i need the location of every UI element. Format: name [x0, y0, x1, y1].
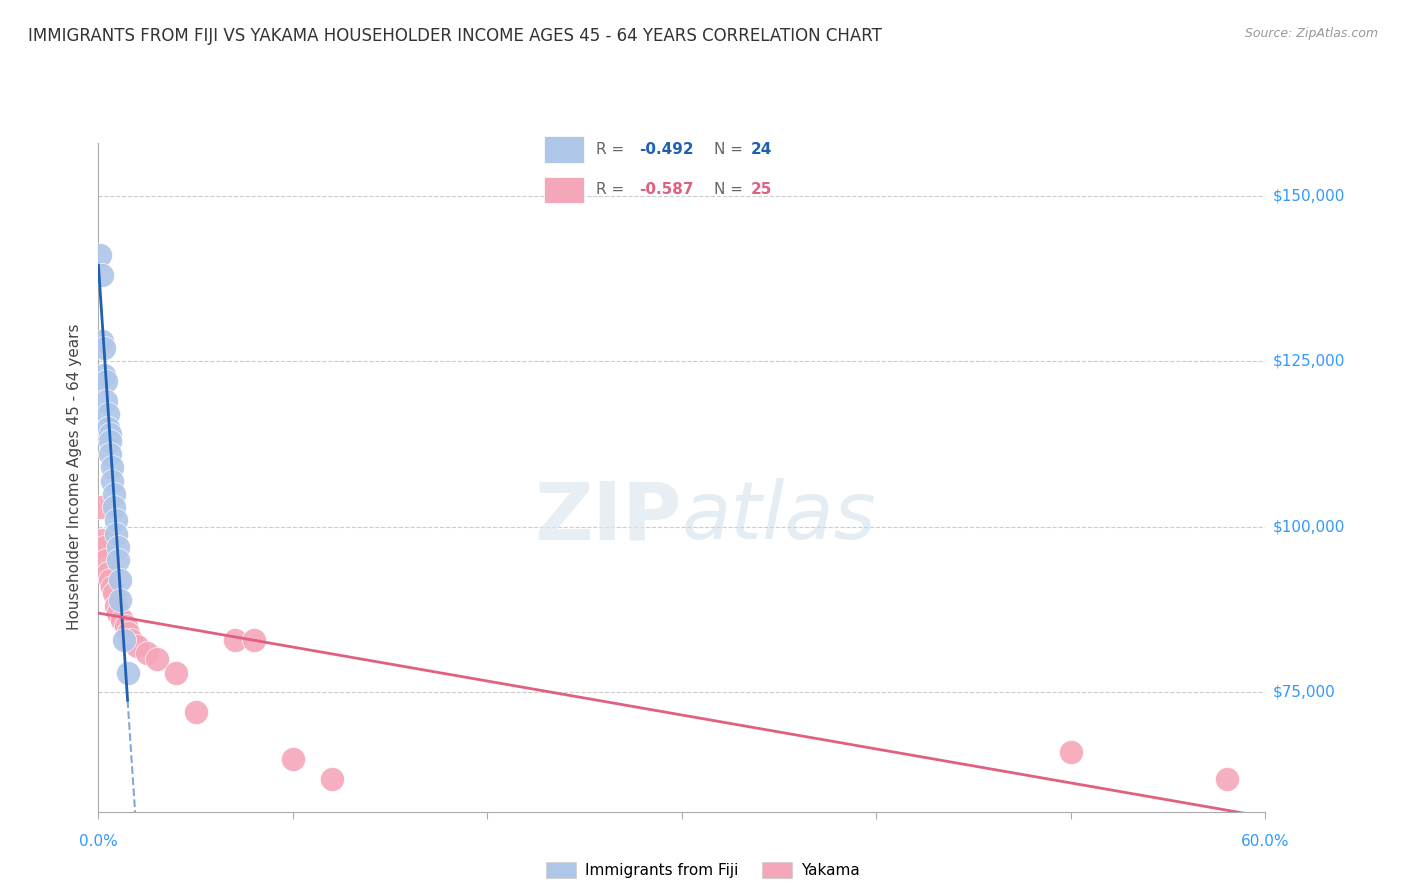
Point [108, 592, 131, 607]
Point [108, 573, 131, 587]
Point [224, 632, 246, 647]
Legend: Immigrants from Fiji, Yakama: Immigrants from Fiji, Yakama [540, 856, 866, 884]
Point [1060, 745, 1083, 759]
Text: N =: N = [714, 143, 748, 157]
Point [103, 586, 125, 600]
Point [184, 706, 207, 720]
Text: ZIP: ZIP [534, 478, 682, 557]
Point [96, 374, 118, 388]
Text: 25: 25 [751, 183, 772, 197]
Text: $150,000: $150,000 [1272, 188, 1344, 203]
Point [114, 619, 136, 633]
Point [103, 500, 125, 514]
Point [104, 526, 127, 541]
Text: -0.492: -0.492 [640, 143, 695, 157]
Point [107, 553, 129, 567]
Point [243, 632, 266, 647]
Point [104, 513, 127, 527]
Point [111, 613, 134, 627]
Point [281, 752, 304, 766]
FancyBboxPatch shape [544, 136, 583, 163]
Point [136, 646, 159, 660]
Point [93, 341, 115, 355]
Point [101, 460, 124, 475]
Text: 60.0%: 60.0% [1241, 834, 1289, 849]
Point [96, 394, 118, 409]
Point [1215, 772, 1237, 786]
Text: -0.587: -0.587 [640, 183, 695, 197]
Point [146, 652, 169, 666]
Point [96, 553, 118, 567]
Point [127, 639, 149, 653]
Text: atlas: atlas [682, 478, 877, 557]
Point [165, 665, 187, 680]
Point [89, 248, 111, 262]
Text: $75,000: $75,000 [1272, 685, 1336, 700]
Text: R =: R = [596, 143, 630, 157]
FancyBboxPatch shape [544, 177, 583, 203]
Point [117, 665, 139, 680]
Point [101, 580, 124, 594]
Point [97, 407, 120, 421]
Y-axis label: Householder Income Ages 45 - 64 years: Householder Income Ages 45 - 64 years [67, 324, 83, 631]
Point [93, 368, 115, 382]
Point [93, 540, 115, 554]
Point [321, 772, 343, 786]
Text: $100,000: $100,000 [1272, 519, 1344, 534]
Point [98, 447, 121, 461]
Point [104, 599, 127, 614]
Text: N =: N = [714, 183, 748, 197]
Text: Source: ZipAtlas.com: Source: ZipAtlas.com [1244, 27, 1378, 40]
Point [98, 573, 121, 587]
Point [91, 533, 114, 548]
Point [98, 434, 121, 448]
Point [97, 420, 120, 434]
Text: 24: 24 [751, 143, 772, 157]
Point [103, 487, 125, 501]
Text: 0.0%: 0.0% [79, 834, 118, 849]
Point [107, 540, 129, 554]
Point [89, 500, 111, 514]
Point [97, 566, 120, 581]
Point [107, 606, 129, 620]
Point [112, 632, 135, 647]
Point [121, 632, 143, 647]
Point [117, 626, 139, 640]
Point [98, 427, 121, 442]
Text: IMMIGRANTS FROM FIJI VS YAKAMA HOUSEHOLDER INCOME AGES 45 - 64 YEARS CORRELATION: IMMIGRANTS FROM FIJI VS YAKAMA HOUSEHOLD… [28, 27, 882, 45]
Point [91, 268, 114, 283]
Text: R =: R = [596, 183, 630, 197]
Point [101, 474, 124, 488]
Point [91, 334, 114, 349]
Text: $125,000: $125,000 [1272, 354, 1344, 368]
